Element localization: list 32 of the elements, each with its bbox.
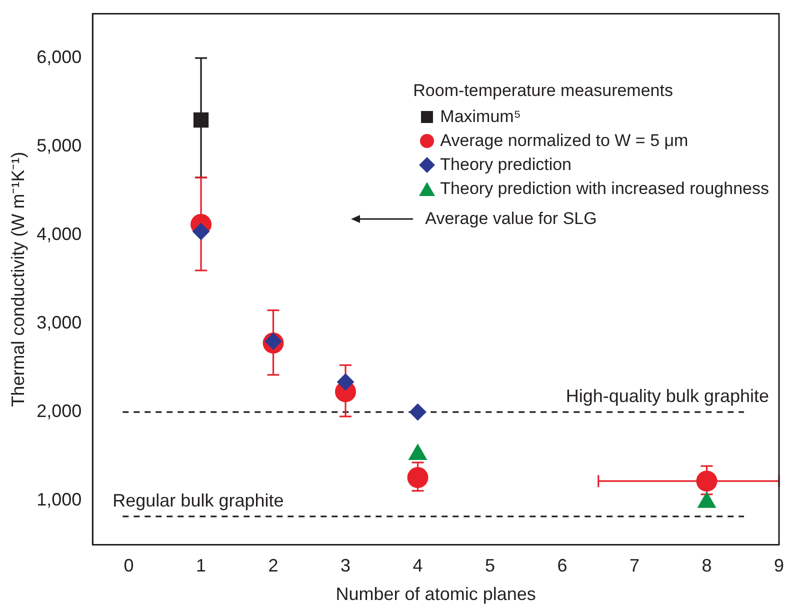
x-tick-label: 0 — [124, 556, 134, 576]
y-tick-label: 3,000 — [36, 312, 82, 333]
y-tick-label: 5,000 — [36, 136, 82, 156]
x-tick-label: 5 — [485, 556, 496, 576]
x-tick-label: 9 — [774, 556, 784, 576]
y-tick-label: 1,000 — [36, 490, 82, 510]
legend-label: Theory prediction — [440, 154, 572, 176]
x-tick-label: 6 — [557, 556, 568, 576]
y-axis-title: Thermal conductivity (W m⁻¹K⁻¹) — [8, 152, 28, 407]
point — [193, 112, 209, 128]
x-tick-label: 1 — [196, 556, 206, 576]
point — [192, 223, 210, 240]
y-tick-label: 6,000 — [36, 47, 82, 68]
annotation: Average value for SLG — [425, 208, 597, 230]
x-tick-label: 7 — [629, 556, 640, 576]
x-tick-label: 8 — [702, 556, 712, 576]
x-tick-label: 3 — [340, 556, 351, 576]
point — [407, 467, 428, 488]
x-tick-label: 2 — [268, 556, 278, 576]
legend-title: Room-temperature measurements — [413, 80, 674, 102]
x-tick-label: 4 — [412, 556, 423, 576]
legend-label: Average normalized to W = 5 μm — [440, 130, 688, 152]
legend-label: Maximum⁵ — [440, 106, 521, 128]
legend-label: Theory prediction with increased roughness — [440, 178, 769, 200]
ref-line-label: Regular bulk graphite — [112, 490, 284, 510]
x-axis-title: Number of atomic planes — [336, 584, 536, 604]
ref-line-label: High-quality bulk graphite — [566, 386, 769, 406]
point — [337, 373, 354, 390]
y-tick-label: 2,000 — [36, 401, 82, 422]
y-tick-label: 4,000 — [36, 224, 82, 244]
point — [409, 404, 426, 421]
point — [696, 470, 718, 492]
